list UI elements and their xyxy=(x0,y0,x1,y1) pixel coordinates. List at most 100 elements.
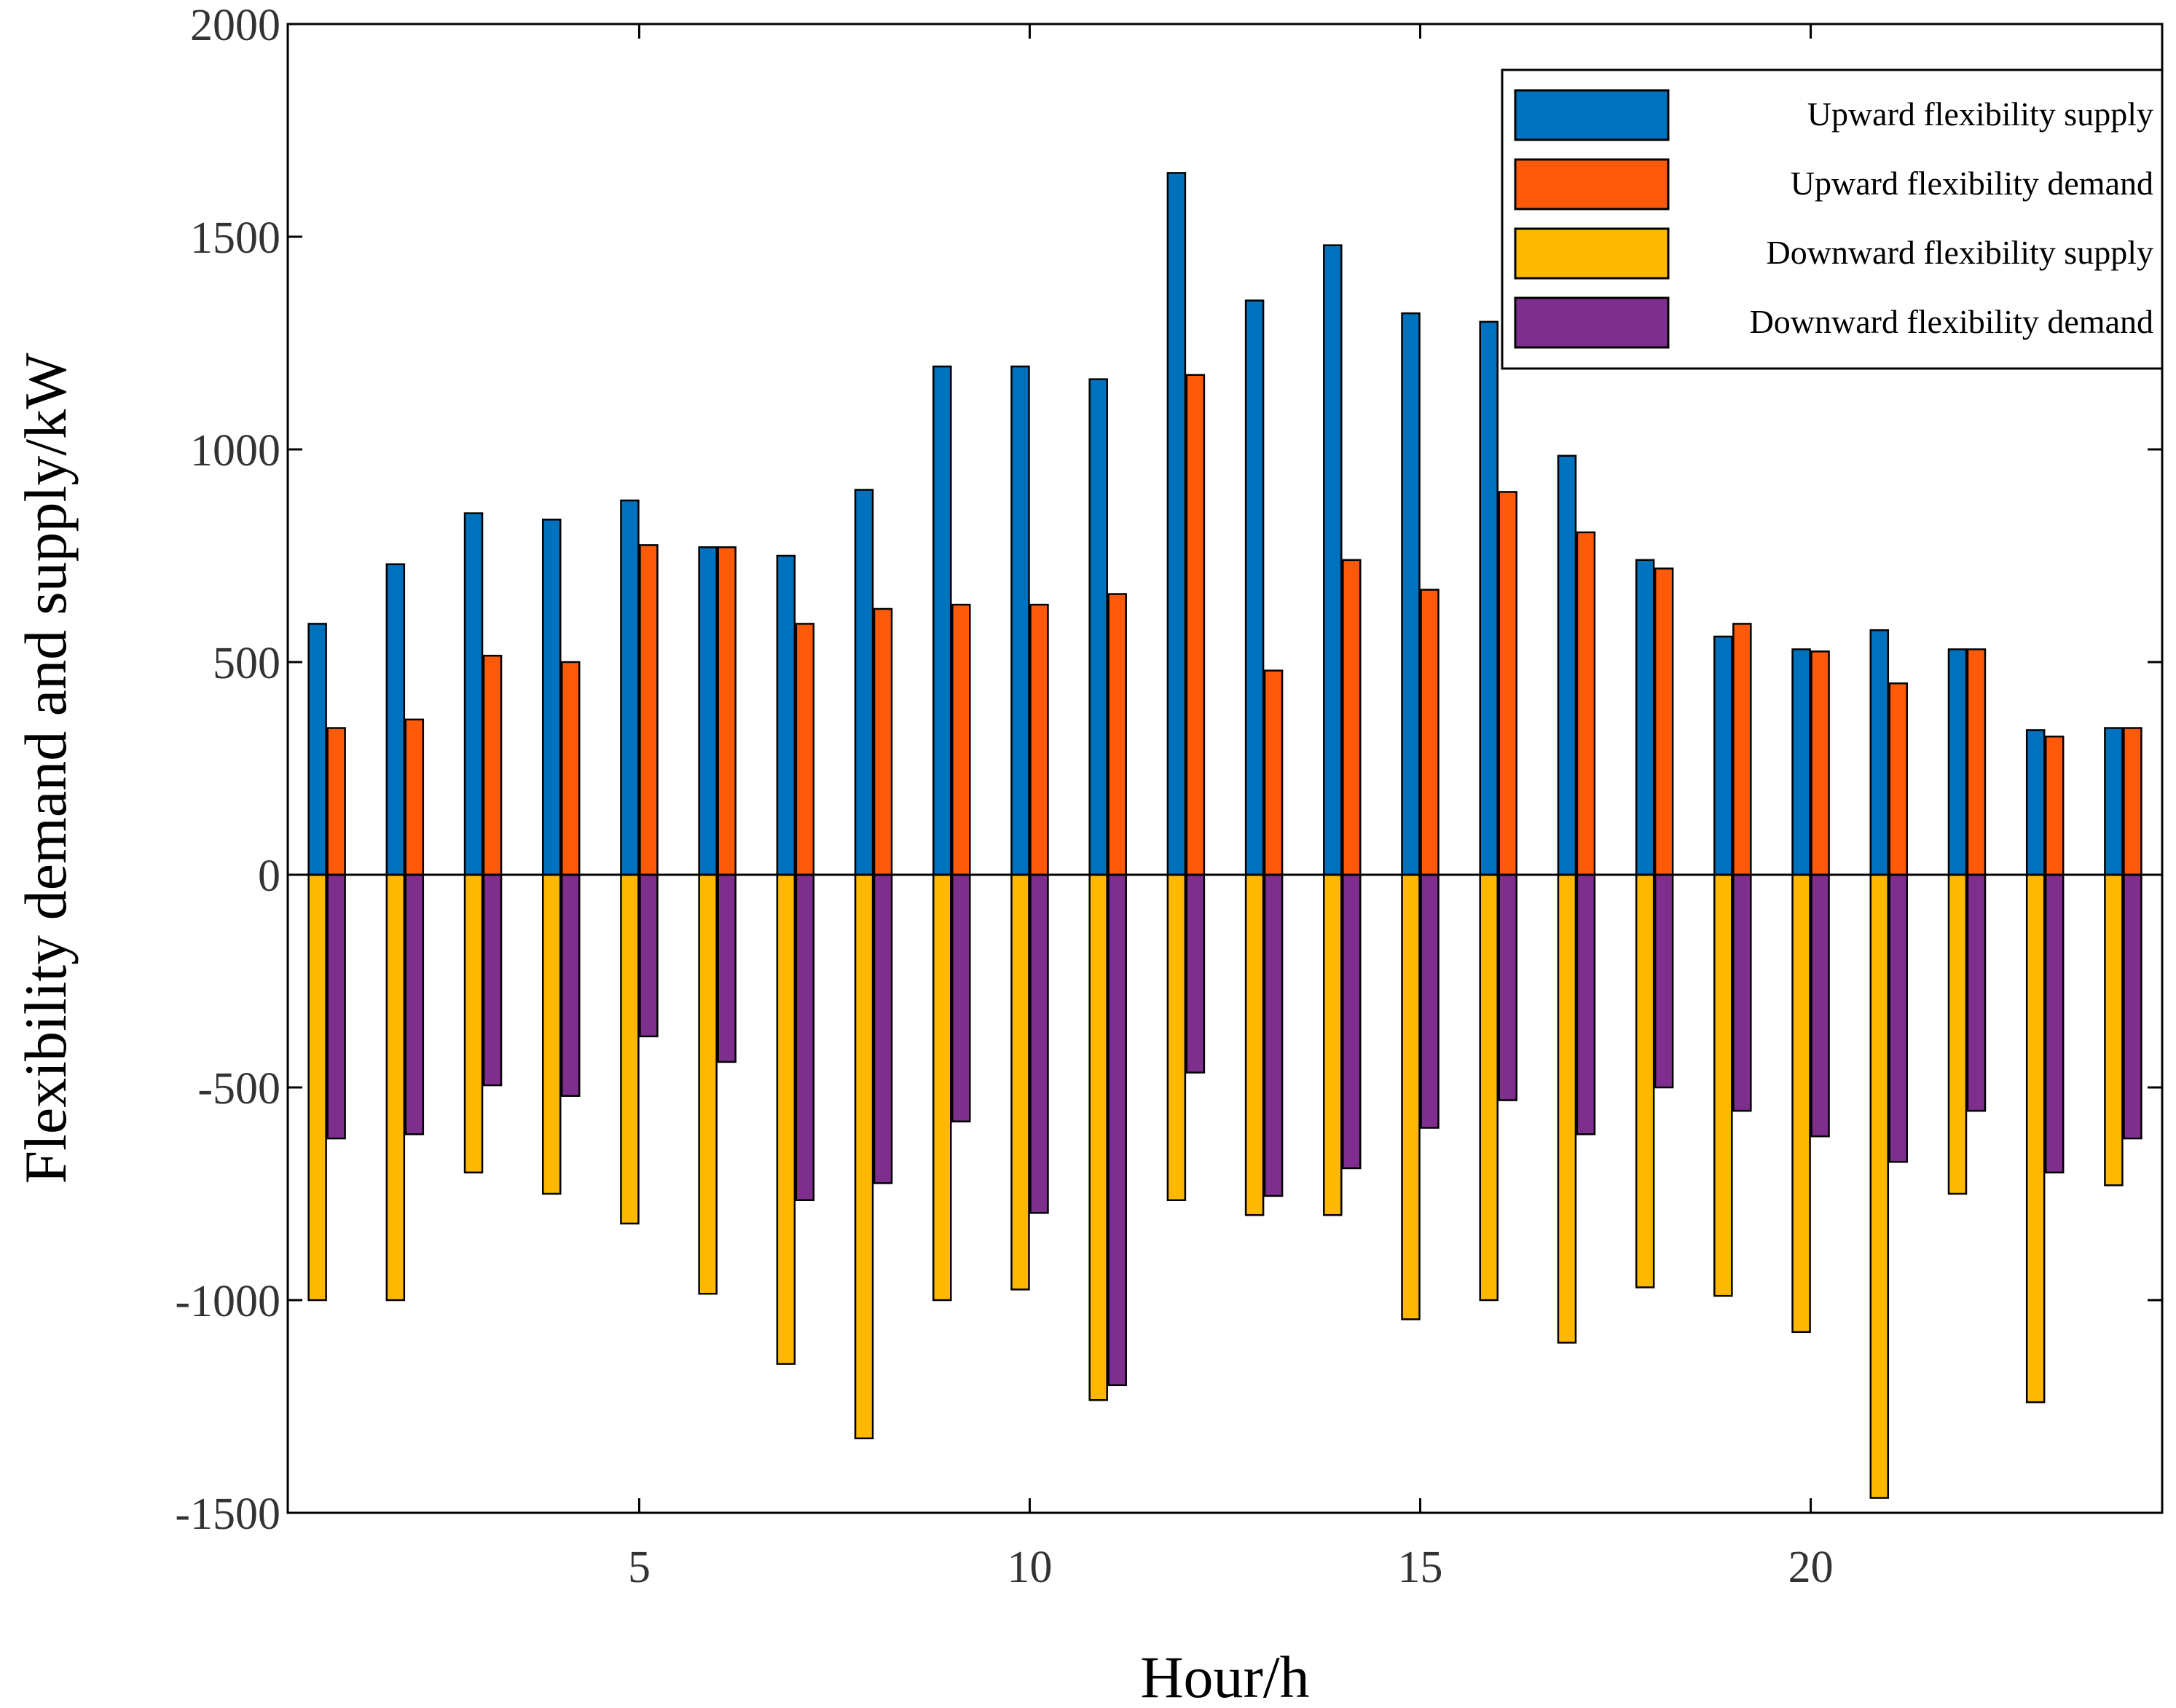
y-tick-label: 1000 xyxy=(190,426,280,476)
bar-upward-flexibility-supply-hour-11 xyxy=(1088,378,1108,876)
bar-downward-flexibility-supply-hour-13 xyxy=(1244,873,1265,1216)
bar-downward-flexibility-supply-hour-19 xyxy=(1713,873,1733,1297)
x-tick-label: 10 xyxy=(1007,1543,1052,1592)
bar-downward-flexibility-demand-hour-16 xyxy=(1498,873,1517,1101)
bar-downward-flexibility-demand-hour-8 xyxy=(873,873,893,1184)
bar-downward-flexibility-supply-hour-22 xyxy=(1947,873,1968,1195)
bar-downward-flexibility-supply-hour-3 xyxy=(463,873,484,1174)
bar-upward-flexibility-demand-hour-6 xyxy=(717,546,737,876)
bar-upward-flexibility-supply-hour-1 xyxy=(307,623,327,876)
bar-upward-flexibility-supply-hour-9 xyxy=(932,365,952,876)
bar-downward-flexibility-demand-hour-12 xyxy=(1185,873,1206,1074)
bar-downward-flexibility-demand-hour-23 xyxy=(2044,873,2065,1174)
bar-downward-flexibility-supply-hour-23 xyxy=(2025,873,2046,1404)
bar-upward-flexibility-supply-hour-15 xyxy=(1401,312,1421,876)
legend-swatch-upward-flexibility-demand xyxy=(1514,158,1670,210)
bar-upward-flexibility-demand-hour-8 xyxy=(873,607,893,876)
plot-frame xyxy=(286,23,2164,1514)
bar-downward-flexibility-demand-hour-6 xyxy=(717,873,737,1063)
y-tick-label: -1000 xyxy=(175,1277,280,1326)
bar-upward-flexibility-demand-hour-13 xyxy=(1263,669,1284,876)
ticks-layer: -1500 -1000 -500 0 500 1000 1500 2000 5 10 15 20 xyxy=(175,1,2162,1592)
bar-downward-flexibility-supply-hour-20 xyxy=(1791,873,1811,1334)
bar-downward-flexibility-demand-hour-22 xyxy=(1966,873,1987,1112)
legend-swatch-downward-flexibility-demand xyxy=(1514,296,1670,349)
bar-upward-flexibility-demand-hour-18 xyxy=(1654,567,1674,876)
bar-downward-flexibility-supply-hour-11 xyxy=(1088,873,1108,1401)
bar-downward-flexibility-demand-hour-5 xyxy=(639,873,659,1038)
bar-upward-flexibility-supply-hour-12 xyxy=(1166,172,1187,876)
x-tick-label: 20 xyxy=(1788,1543,1834,1592)
legend-label-downward-flexibility-supply: Downward flexibility supply xyxy=(1767,234,2154,271)
legend-label-upward-flexibility-supply: Upward flexibility supply xyxy=(1807,95,2153,133)
y-tick-label: -500 xyxy=(197,1064,280,1114)
bar-upward-flexibility-demand-hour-11 xyxy=(1107,593,1127,876)
bar-upward-flexibility-supply-hour-14 xyxy=(1323,244,1343,876)
legend-label-upward-flexibility-demand: Upward flexibility demand xyxy=(1791,165,2153,202)
bar-upward-flexibility-supply-hour-21 xyxy=(1869,629,1890,876)
legend-swatch-downward-flexibility-supply xyxy=(1514,227,1670,280)
bar-downward-flexibility-supply-hour-9 xyxy=(932,873,952,1302)
bar-downward-flexibility-supply-hour-18 xyxy=(1635,873,1655,1288)
bar-downward-flexibility-demand-hour-1 xyxy=(326,873,346,1140)
bar-upward-flexibility-demand-hour-17 xyxy=(1576,531,1596,876)
bar-upward-flexibility-demand-hour-9 xyxy=(951,603,971,876)
bar-downward-flexibility-demand-hour-2 xyxy=(404,873,425,1136)
bar-upward-flexibility-demand-hour-5 xyxy=(639,544,659,876)
bar-upward-flexibility-demand-hour-19 xyxy=(1732,623,1752,876)
bar-downward-flexibility-supply-hour-15 xyxy=(1401,873,1421,1321)
bar-downward-flexibility-supply-hour-12 xyxy=(1166,873,1187,1202)
bar-upward-flexibility-demand-hour-20 xyxy=(1810,650,1830,876)
bar-downward-flexibility-demand-hour-18 xyxy=(1654,873,1674,1089)
bar-upward-flexibility-supply-hour-24 xyxy=(2104,727,2124,876)
bar-upward-flexibility-supply-hour-3 xyxy=(463,512,484,876)
bar-upward-flexibility-demand-hour-4 xyxy=(560,661,581,876)
y-tick-label: 500 xyxy=(213,639,280,688)
x-tick-label: 15 xyxy=(1398,1543,1443,1592)
bar-upward-flexibility-demand-hour-2 xyxy=(404,718,425,876)
bar-upward-flexibility-supply-hour-16 xyxy=(1479,320,1499,876)
bar-upward-flexibility-supply-hour-10 xyxy=(1010,365,1030,876)
bar-upward-flexibility-demand-hour-16 xyxy=(1498,491,1517,876)
bar-downward-flexibility-supply-hour-7 xyxy=(776,873,796,1365)
bar-upward-flexibility-supply-hour-22 xyxy=(1947,648,1968,876)
bar-downward-flexibility-demand-hour-14 xyxy=(1342,873,1362,1170)
bar-upward-flexibility-supply-hour-2 xyxy=(385,563,406,876)
bar-downward-flexibility-supply-hour-21 xyxy=(1869,873,1890,1499)
bar-upward-flexibility-demand-hour-7 xyxy=(795,623,815,876)
bar-upward-flexibility-demand-hour-1 xyxy=(326,727,346,876)
bar-downward-flexibility-demand-hour-20 xyxy=(1810,873,1830,1138)
bar-downward-flexibility-supply-hour-10 xyxy=(1010,873,1030,1291)
bar-upward-flexibility-supply-hour-4 xyxy=(541,519,562,876)
bar-upward-flexibility-demand-hour-23 xyxy=(2044,735,2065,876)
bar-downward-flexibility-supply-hour-8 xyxy=(854,873,874,1440)
bar-downward-flexibility-supply-hour-24 xyxy=(2104,873,2124,1186)
y-tick-label: 1500 xyxy=(190,213,280,263)
bar-downward-flexibility-supply-hour-17 xyxy=(1557,873,1577,1344)
bar-upward-flexibility-demand-hour-22 xyxy=(1966,648,1987,876)
bar-downward-flexibility-demand-hour-13 xyxy=(1263,873,1284,1197)
bar-upward-flexibility-demand-hour-21 xyxy=(1888,682,1909,876)
legend-label-downward-flexibility-demand: Downward flexibility demand xyxy=(1750,303,2153,340)
bar-downward-flexibility-supply-hour-16 xyxy=(1479,873,1499,1302)
bar-upward-flexibility-demand-hour-24 xyxy=(2123,727,2142,876)
bar-downward-flexibility-demand-hour-15 xyxy=(1420,873,1439,1129)
bar-downward-flexibility-supply-hour-2 xyxy=(385,873,406,1302)
bar-downward-flexibility-supply-hour-5 xyxy=(620,873,640,1225)
bar-upward-flexibility-supply-hour-8 xyxy=(854,489,874,876)
y-tick-label: 2000 xyxy=(190,1,280,50)
x-axis-label: Hour/h xyxy=(1140,1644,1309,1708)
y-tick-label: 0 xyxy=(258,851,280,901)
bar-upward-flexibility-demand-hour-12 xyxy=(1185,374,1206,876)
legend: Upward flexibility supply Upward flexibil… xyxy=(1501,68,2164,370)
bar-upward-flexibility-supply-hour-6 xyxy=(698,546,718,876)
bar-upward-flexibility-demand-hour-3 xyxy=(482,654,503,876)
bar-downward-flexibility-demand-hour-4 xyxy=(560,873,581,1097)
y-axis-label: Flexibility demand and supply/kW xyxy=(12,353,79,1184)
bar-downward-flexibility-supply-hour-14 xyxy=(1323,873,1343,1216)
legend-swatch-upward-flexibility-supply xyxy=(1514,89,1670,141)
bar-downward-flexibility-supply-hour-6 xyxy=(698,873,718,1295)
bar-downward-flexibility-demand-hour-11 xyxy=(1107,873,1127,1387)
bar-downward-flexibility-demand-hour-9 xyxy=(951,873,971,1122)
